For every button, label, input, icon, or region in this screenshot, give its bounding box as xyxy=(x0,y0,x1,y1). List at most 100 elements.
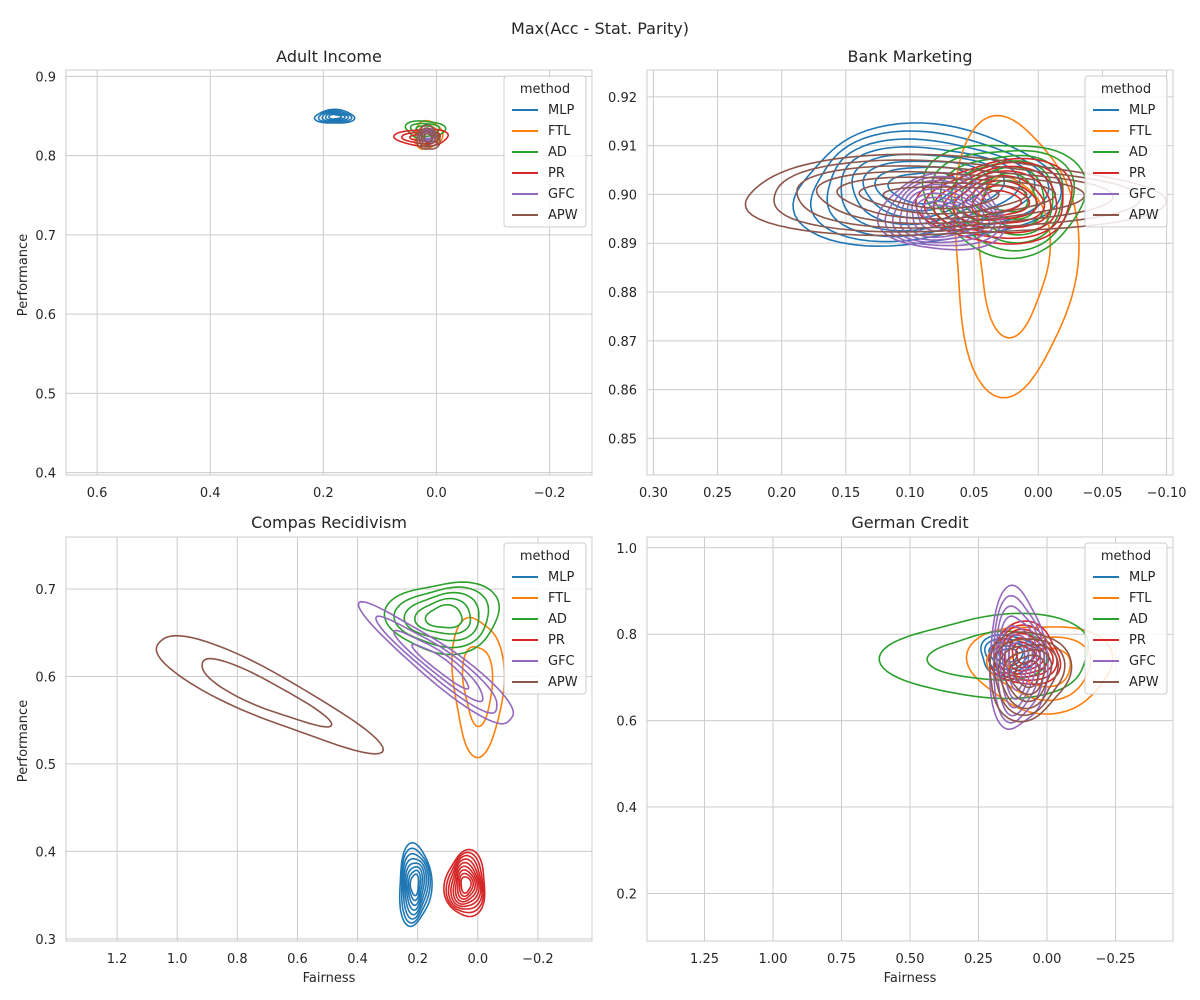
panel-xlabel: Fairness xyxy=(884,971,937,986)
contour-gfc-level-8 xyxy=(920,200,966,229)
legend: method MLP FTL AD PR GFC APW xyxy=(1084,542,1168,695)
contour-mlp-level-5 xyxy=(404,862,426,911)
legend-label-ad: AD xyxy=(1129,612,1148,627)
x-tick-label: 0.25 xyxy=(964,952,993,967)
contour-ad-level-5 xyxy=(424,604,463,629)
y-tick-label: 0.87 xyxy=(608,335,637,350)
contour-pr-level-7 xyxy=(456,869,477,900)
legend-label-mlp: MLP xyxy=(548,103,574,118)
x-tick-label: 0.15 xyxy=(831,486,860,501)
contour-apw-level-7 xyxy=(882,186,1000,210)
series-apw-contours xyxy=(744,153,1168,237)
contour-ad-level-3 xyxy=(403,591,480,642)
legend-box xyxy=(503,542,587,695)
contour-apw-level-3 xyxy=(796,165,1115,229)
series-ftl-contours xyxy=(953,114,1080,399)
series-ad-contours xyxy=(383,581,501,656)
series-mlp-contours xyxy=(313,108,356,124)
legend-label-gfc: GFC xyxy=(1129,187,1156,202)
panel-xlabel: Fairness xyxy=(303,971,356,986)
series-gfc-contours xyxy=(357,600,515,725)
y-tick-label: 0.7 xyxy=(35,229,56,244)
contour-mlp-level-5 xyxy=(328,113,343,120)
legend-label-ad: AD xyxy=(548,145,567,160)
contour-pr-level-2 xyxy=(445,851,485,914)
contour-mlp-level-3 xyxy=(321,111,350,122)
contour-gfc-level-1 xyxy=(357,600,515,725)
x-tick-label: 0.50 xyxy=(896,952,925,967)
contour-apw-level-2 xyxy=(201,657,333,728)
x-tick-label: −0.2 xyxy=(522,952,554,967)
contour-mlp-level-8 xyxy=(409,873,420,897)
x-tick-label: −0.05 xyxy=(1083,486,1123,501)
y-tick-label: 0.6 xyxy=(35,308,56,323)
legend-label-gfc: GFC xyxy=(1129,654,1156,669)
contour-pr-level-1 xyxy=(914,157,1073,245)
contour-ad-level-4 xyxy=(413,597,472,635)
legend-label-pr: PR xyxy=(548,633,565,648)
contour-pr-level-8 xyxy=(458,872,474,898)
contour-gfc-level-2 xyxy=(375,615,498,714)
panel-adult-income: Adult Income Performance 0.6 0.4 0.2 0.0 −0.… xyxy=(16,47,593,501)
panel-title: Bank Marketing xyxy=(847,47,972,66)
contour-pr-level-4 xyxy=(450,858,482,908)
legend-label-ftl: FTL xyxy=(1129,124,1152,139)
contour-mlp-level-4 xyxy=(403,858,428,916)
contour-ftl-level-2 xyxy=(977,175,1052,339)
legend-title: method xyxy=(1101,549,1151,564)
contour-pr-level-1 xyxy=(443,848,486,918)
contour-apw-level-1 xyxy=(415,124,441,150)
contour-layer xyxy=(878,584,1114,730)
panel-title: Compas Recidivism xyxy=(251,513,407,532)
y-tick-label: 0.6 xyxy=(35,670,56,685)
legend: method MLP FTL AD PR GFC APW xyxy=(503,542,587,695)
y-tick-label: 0.5 xyxy=(35,758,56,773)
panel-compas-recidivism: Compas Recidivism Performance Fairness 1… xyxy=(16,513,593,986)
legend-label-ftl: FTL xyxy=(1129,591,1152,606)
y-tick-label: 0.4 xyxy=(35,467,56,482)
legend-label-pr: PR xyxy=(548,166,565,181)
x-tick-label: 0.30 xyxy=(639,486,668,501)
y-tick-label: 0.85 xyxy=(608,432,637,447)
y-tick-label: 0.4 xyxy=(35,845,56,860)
contour-gfc-level-4 xyxy=(899,183,991,241)
contour-mlp-level-3 xyxy=(402,852,430,920)
x-tick-label: 1.2 xyxy=(107,952,128,967)
y-tick-label: 0.90 xyxy=(608,188,637,203)
x-tick-label: 0.25 xyxy=(703,486,732,501)
contour-apw-level-2 xyxy=(773,159,1142,233)
x-tick-label: 0.6 xyxy=(287,952,308,967)
x-tick-label: 0.00 xyxy=(1024,486,1053,501)
contour-ad-level-6 xyxy=(971,172,1038,220)
panel-ylabel: Performance xyxy=(16,234,31,316)
contour-apw-level-5 xyxy=(1008,654,1046,696)
legend-title: method xyxy=(520,82,570,97)
legend-label-apw: APW xyxy=(1129,208,1159,223)
y-tick-label: 0.2 xyxy=(616,887,637,902)
x-tick-label: 0.05 xyxy=(960,486,989,501)
figure-suptitle: Max(Acc - Stat. Parity) xyxy=(511,19,689,38)
y-tick-label: 0.88 xyxy=(608,286,637,301)
contour-apw-level-3 xyxy=(997,643,1060,710)
contour-apw-level-5 xyxy=(836,176,1057,220)
x-tick-label: −0.10 xyxy=(1147,486,1187,501)
x-tick-label: 0.75 xyxy=(827,952,856,967)
x-tick-label: 0.10 xyxy=(896,486,925,501)
contour-ad-level-2 xyxy=(393,586,490,649)
x-tick-label: 0.6 xyxy=(87,486,108,501)
x-tick-label: 0.4 xyxy=(347,952,368,967)
legend: method MLP FTL AD PR GFC APW xyxy=(1084,75,1168,228)
contour-apw-level-6 xyxy=(858,181,1028,215)
contour-ftl-level-1 xyxy=(451,616,506,759)
x-tick-label: −0.2 xyxy=(534,486,566,501)
contour-mlp-level-4 xyxy=(324,112,346,121)
legend-label-ad: AD xyxy=(548,612,567,627)
panel-bank-marketing: Bank Marketing 0.30 0.25 0.20 0.15 0.10 0.05 0… xyxy=(608,47,1186,501)
x-tick-label: 0.0 xyxy=(467,952,488,967)
contour-layer xyxy=(744,114,1168,399)
contour-mlp-level-1 xyxy=(313,108,356,124)
legend-title: method xyxy=(1101,82,1151,97)
x-tick-label: 1.25 xyxy=(690,952,719,967)
series-apw-contours xyxy=(415,124,441,150)
legend-box xyxy=(1084,542,1168,695)
